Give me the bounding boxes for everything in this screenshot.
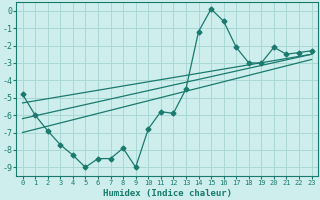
X-axis label: Humidex (Indice chaleur): Humidex (Indice chaleur) xyxy=(103,189,232,198)
